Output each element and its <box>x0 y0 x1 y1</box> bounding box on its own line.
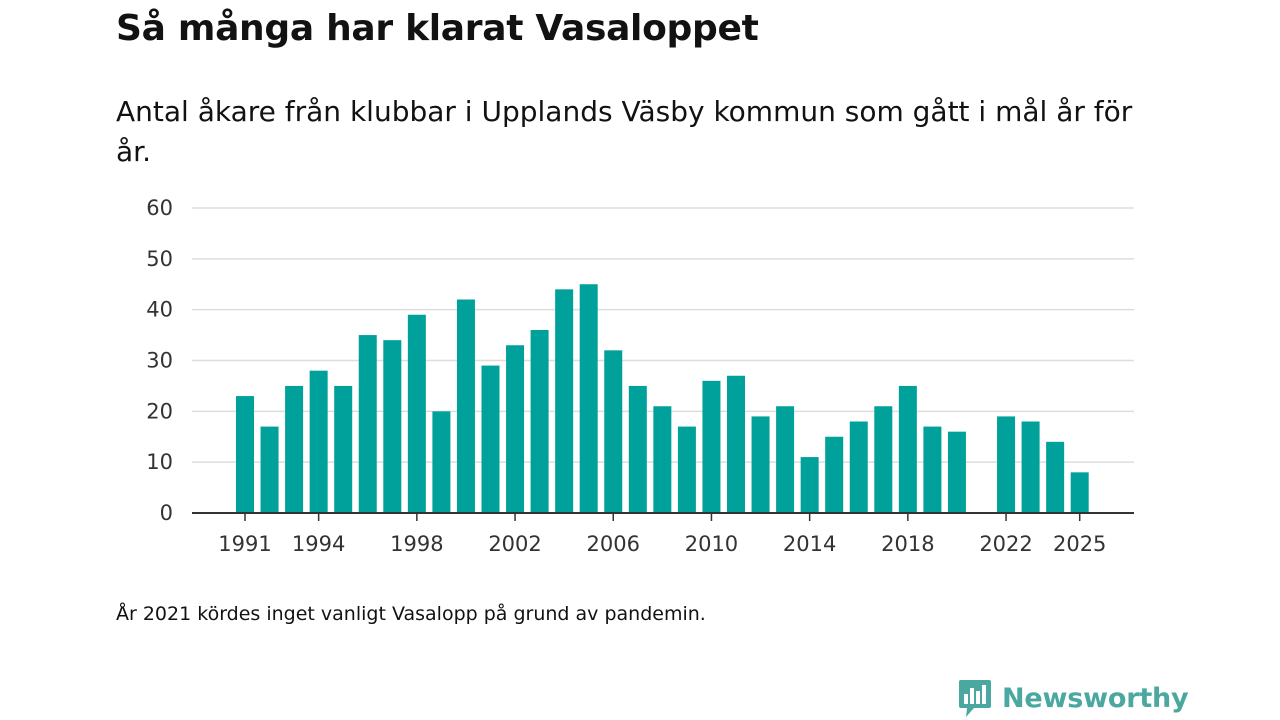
x-tick-label: 2014 <box>783 532 836 556</box>
x-tick-label: 2018 <box>881 532 934 556</box>
newsworthy-chart-icon <box>959 680 991 717</box>
bar-2015 <box>825 436 844 513</box>
bar-2016 <box>849 421 868 513</box>
bar-chart: 0 10 20 30 40 50 60 1991 1994 1998 2002 2006 2010 20… <box>146 196 1134 556</box>
bar-2003 <box>530 330 549 513</box>
bar-1991 <box>236 396 254 513</box>
logo-text: Newsworthy <box>1002 682 1189 714</box>
bar-2000 <box>456 299 475 513</box>
y-tick-label: 40 <box>146 298 173 322</box>
y-tick-label: 20 <box>146 399 173 423</box>
bar-2018 <box>898 385 917 513</box>
y-tick-label: 30 <box>146 349 173 373</box>
x-tick-label: 1991 <box>218 532 271 556</box>
bar-2020 <box>947 431 966 513</box>
bar-2008 <box>653 406 672 513</box>
bar-2014 <box>800 457 819 513</box>
bar-1995 <box>334 385 353 513</box>
x-tick-label: 2006 <box>587 532 640 556</box>
bar-2019 <box>923 426 942 513</box>
bar-1999 <box>432 411 451 513</box>
bar-2024 <box>1046 441 1065 513</box>
bar-2010 <box>702 380 721 513</box>
x-tick-label: 2010 <box>685 532 738 556</box>
x-tick-label: 2002 <box>488 532 541 556</box>
bar-2012 <box>751 416 770 513</box>
y-tick-label: 10 <box>146 450 173 474</box>
x-tick-label: 2025 <box>1053 532 1106 556</box>
bar-1994 <box>309 370 328 513</box>
y-axis-ticks: 0 10 20 30 40 50 60 <box>146 196 173 525</box>
y-tick-label: 60 <box>146 196 173 220</box>
bar-2005 <box>579 284 598 513</box>
bar-2023 <box>1021 421 1040 513</box>
y-tick-label: 0 <box>160 501 173 525</box>
bar-1996 <box>358 335 377 513</box>
x-tick-label: 1994 <box>292 532 345 556</box>
chart-title: Så många har klarat Vasaloppet <box>116 8 759 49</box>
bar-1992 <box>260 426 279 513</box>
bar-2011 <box>727 375 745 513</box>
x-axis-ticks: 1991 1994 1998 2002 2006 2010 2014 2018 2022 2025 <box>218 513 1106 556</box>
bar-2002 <box>506 345 525 513</box>
chart-subtitle: Antal åkare från klubbar i Upplands Väsb… <box>116 95 1133 168</box>
bar-1998 <box>407 314 426 513</box>
bars <box>236 284 1089 513</box>
newsworthy-logo: Newsworthy <box>958 678 1189 718</box>
y-tick-label: 50 <box>146 247 173 271</box>
bar-2013 <box>776 406 795 513</box>
bar-1997 <box>383 340 402 513</box>
bar-2007 <box>628 385 647 513</box>
bar-2004 <box>555 289 574 513</box>
bar-2017 <box>874 406 893 513</box>
x-tick-label: 2022 <box>979 532 1032 556</box>
bar-2022 <box>997 416 1016 513</box>
bar-2009 <box>677 426 696 513</box>
x-tick-label: 1998 <box>390 532 443 556</box>
bar-2001 <box>481 365 500 513</box>
footnote: År 2021 kördes inget vanligt Vasalopp på… <box>116 603 706 625</box>
bar-2006 <box>604 350 623 513</box>
bar-1993 <box>285 385 304 513</box>
bar-2025 <box>1070 472 1089 513</box>
